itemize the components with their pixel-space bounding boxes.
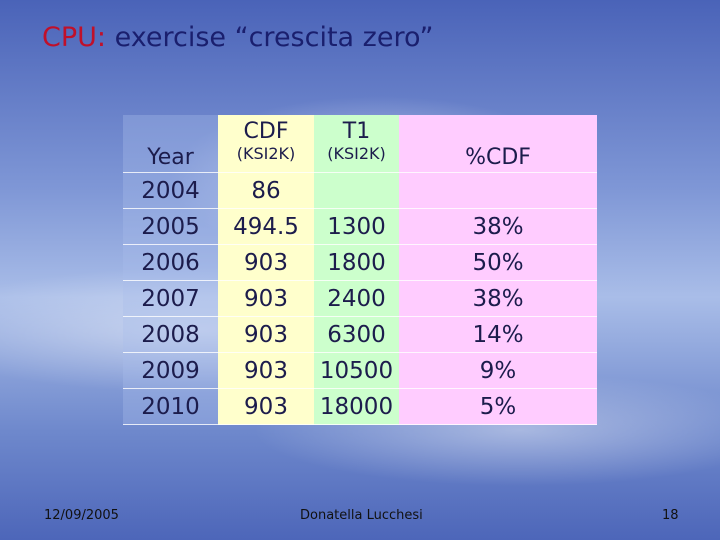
table-cell: 903: [218, 317, 314, 353]
header-cell: Year: [123, 115, 218, 173]
table-cell: 5%: [399, 389, 597, 425]
table-cell: 18000: [314, 389, 399, 425]
table-cell: 2007: [123, 281, 218, 317]
table-cell: 903: [218, 389, 314, 425]
table-cell: 9%: [399, 353, 597, 389]
table-cell: 86: [218, 173, 314, 209]
footer-page: 18: [662, 508, 679, 523]
table-cell: 494.5: [218, 209, 314, 245]
slide-title: CPU: exercise “crescita zero”: [42, 22, 434, 53]
footer-author: Donatella Lucchesi: [300, 508, 423, 523]
table-cell: 2008: [123, 317, 218, 353]
header-unit: (KSI2K): [327, 144, 386, 163]
header-name: T1: [342, 119, 371, 144]
header-name: CDF: [243, 119, 289, 144]
title-prefix: CPU:: [42, 22, 106, 53]
header-unit: (KSI2K): [236, 144, 296, 163]
table-cell: 14%: [399, 317, 597, 353]
header-cell: CDF (KSI2K): [218, 115, 314, 173]
table-cell: 903: [218, 353, 314, 389]
table-cell: [314, 173, 399, 209]
table-cell: 1800: [314, 245, 399, 281]
header-cell: T1 (KSI2K): [314, 115, 399, 173]
table-cell: 903: [218, 245, 314, 281]
table-cell: 50%: [399, 245, 597, 281]
header-name: Year: [147, 145, 194, 170]
footer-date: 12/09/2005: [44, 508, 119, 523]
title-text: exercise “crescita zero”: [114, 22, 434, 53]
table-cell: 6300: [314, 317, 399, 353]
table-cell: 10500: [314, 353, 399, 389]
table-cell: 1300: [314, 209, 399, 245]
table-cell: 2006: [123, 245, 218, 281]
table-cell: 2004: [123, 173, 218, 209]
table-cell: 2010: [123, 389, 218, 425]
table-cell: 38%: [399, 209, 597, 245]
table-cell: 2009: [123, 353, 218, 389]
table-cell: 903: [218, 281, 314, 317]
table-cell: 38%: [399, 281, 597, 317]
table-cell: 2400: [314, 281, 399, 317]
header-cell: %CDF: [399, 115, 597, 173]
header-name: %CDF: [465, 145, 531, 170]
table-cell: 2005: [123, 209, 218, 245]
table-cell: [399, 173, 597, 209]
